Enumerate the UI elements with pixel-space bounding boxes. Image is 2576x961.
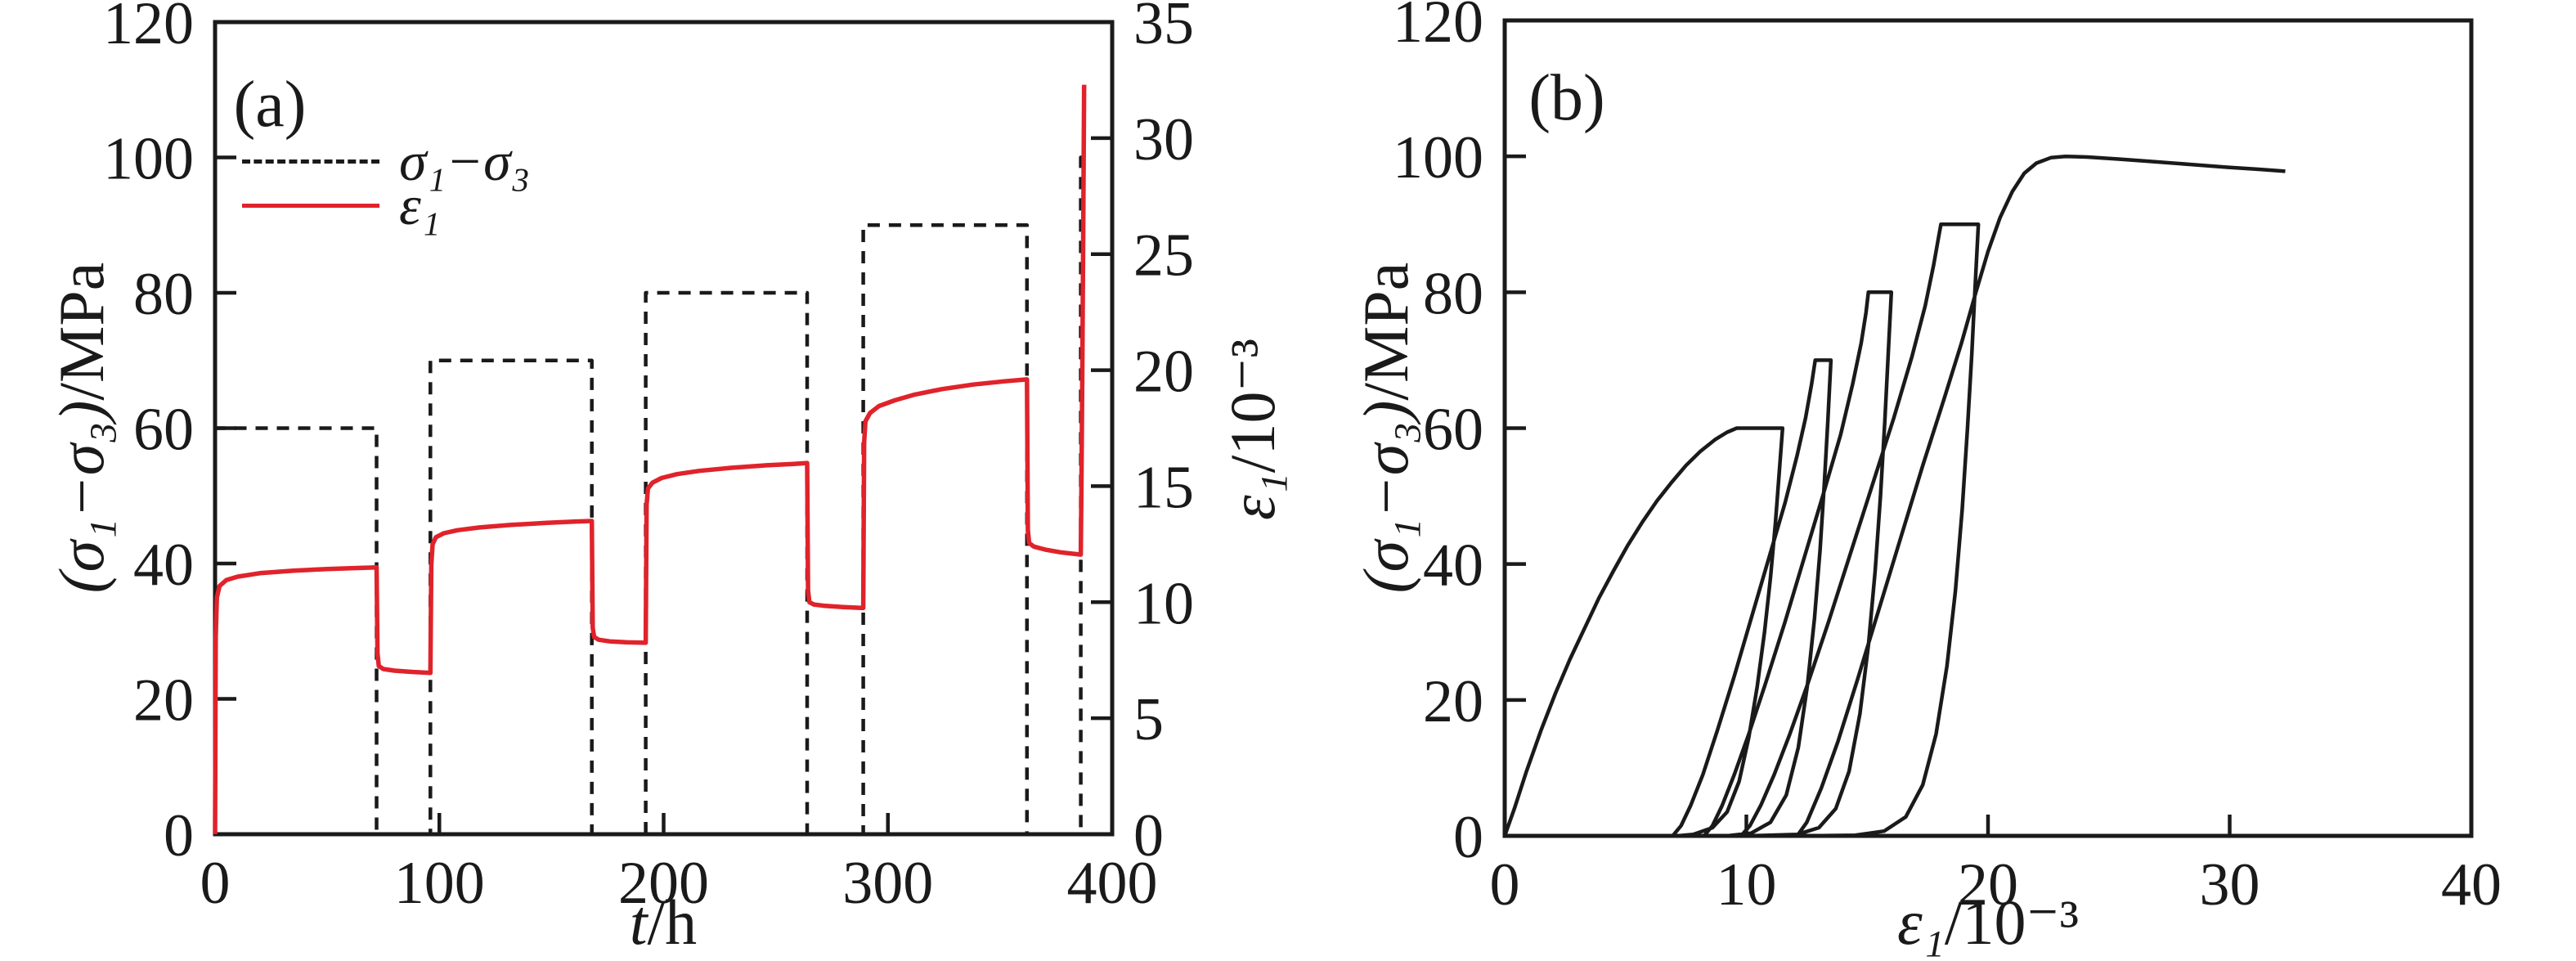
x-axis-tick-label: 20 [1958,851,2018,918]
legend: σ₁−σ₃ ε₁ [242,130,530,236]
x-title-symbol: t [629,887,648,958]
y-right-tick-label: 25 [1133,222,1194,290]
y-right-tick-label: 5 [1133,686,1164,753]
y-left-tick-label: 60 [1423,397,1483,464]
y-left-tick-label: 100 [1393,124,1483,191]
y-left-tick-label: 20 [1423,668,1483,735]
y-right-tick-label: 35 [1133,0,1194,57]
y-left-tick-label: 0 [1453,804,1483,871]
x-axis-tick-label: 10 [1717,851,1777,918]
y-right-tick-label: 10 [1133,570,1194,637]
y-right-title-symbol: ε₁ [1217,473,1288,521]
y-title-symbol: (σ₁−σ₃) [1350,400,1421,594]
y-left-tick-label: 100 [103,126,194,193]
y-right-tick-label: 0 [1133,802,1164,869]
x-axis-tick-label: 100 [394,850,485,917]
series-axial-strain [213,84,1087,835]
plot-border [1502,18,2474,838]
panel-a-chart: 0 100 200 300 400020406080100120051015202530… [103,0,1194,917]
y-left-tick-label: 80 [133,261,194,328]
y-left-tick-label: 0 [164,802,194,869]
panel-b-y-title: (σ₁−σ₃)/MPa [1350,263,1421,594]
y-right-tick-label: 30 [1133,106,1194,173]
x-axis-tick-label: 40 [2441,851,2502,918]
dashed-line-icon [242,159,379,164]
panel-a-label: (a) [233,69,307,141]
y-left-tick-label: 120 [103,0,194,57]
legend-label-strain: ε₁ [399,173,441,236]
x-axis-tick-label: 30 [2200,851,2260,918]
series-deviatoric-stress [213,155,1084,837]
series-stress-strain-curve [1502,154,2286,838]
y-right-tick-label: 15 [1133,454,1194,521]
panel-b-label: (b) [1528,62,1605,134]
x-axis-tick-label: 0 [1490,851,1520,918]
panel-a-y-left-title: (σ₁−σ₃)/MPa [46,263,117,594]
y-left-tick-label: 120 [1393,0,1483,56]
x-axis-tick-label: 400 [1067,850,1158,917]
panel-a-y-right-title: ε₁/10⁻³ [1217,339,1288,520]
y-left-title-symbol: (σ₁−σ₃) [46,400,117,594]
y-right-tick-label: 20 [1133,339,1194,406]
x-title-symbol: ε₁ [1896,887,1945,958]
panel-b-chart: 0 10 20 30 40 0 20 40 60 80 100 120 [1393,0,2502,918]
legend-entry-stress: σ₁−σ₃ [242,130,530,192]
x-axis-tick-label: 200 [618,850,709,917]
legend-entry-strain: ε₁ [242,174,530,236]
y-right-title-unit: /10⁻³ [1217,338,1288,474]
y-left-tick-label: 20 [133,667,194,734]
y-title-unit: /MPa [1350,262,1421,401]
x-axis-tick-label: 300 [842,850,933,917]
y-left-tick-label: 40 [1423,532,1483,600]
panel-a-x-title: t/h [630,891,697,954]
y-left-tick-label: 80 [1423,260,1483,327]
legend-label-stress: σ₁−σ₃ [399,129,531,192]
panel-b-x-title: ε₁/10⁻³ [1897,891,2079,954]
y-left-tick-label: 60 [133,397,194,464]
x-axis-tick-label: 0 [200,850,231,917]
x-title-unit: /10⁻³ [1944,887,2080,958]
x-title-unit: /h [647,887,698,958]
y-left-title-unit: /MPa [46,262,117,401]
solid-line-icon [242,203,379,208]
y-left-tick-label: 40 [133,532,194,599]
